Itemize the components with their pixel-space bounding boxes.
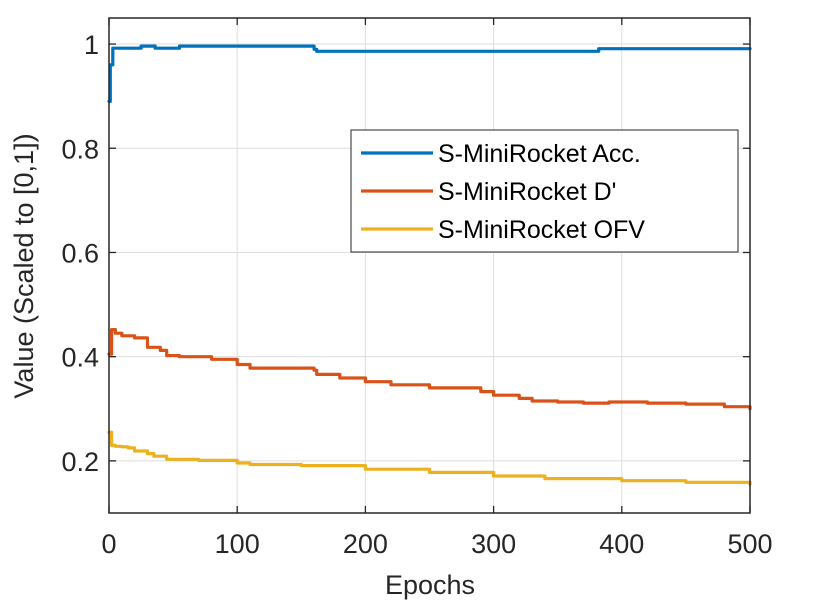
series-line-2 <box>107 328 752 411</box>
legend-label: S-MiniRocket Acc. <box>438 140 641 168</box>
axes-box <box>108 17 751 514</box>
x-tick-label: 0 <box>101 529 116 559</box>
y-tick-label: 0.6 <box>61 238 99 268</box>
x-tick-label: 200 <box>343 529 388 559</box>
y-axis-label: Value (Scaled to [0,1]) <box>9 133 39 398</box>
x-tick-label: 300 <box>471 529 516 559</box>
legend-label: S-MiniRocket D' <box>438 178 616 206</box>
series-line-1 <box>107 44 752 103</box>
y-tick-label: 0.4 <box>61 343 99 373</box>
y-tick-label: 1 <box>84 30 99 60</box>
legend: S-MiniRocket Acc. S-MiniRocket D' S-MiniRo… <box>350 129 739 253</box>
x-tick-label: 500 <box>727 529 772 559</box>
tick-marks <box>108 18 751 513</box>
legend-label: S-MiniRocket OFV <box>438 216 645 244</box>
y-tick-label: 0.8 <box>61 134 99 164</box>
x-tick-label: 400 <box>599 529 644 559</box>
tick-labels: 0 100 200 300 400 500 0.2 0.4 0.6 0.8 1 <box>61 30 772 559</box>
x-axis-label: Epochs <box>385 570 475 600</box>
series-line-3 <box>107 430 752 486</box>
plot-area <box>109 18 750 513</box>
y-tick-label: 0.2 <box>61 447 99 477</box>
series-layer <box>107 44 752 486</box>
x-tick-label: 100 <box>215 529 260 559</box>
